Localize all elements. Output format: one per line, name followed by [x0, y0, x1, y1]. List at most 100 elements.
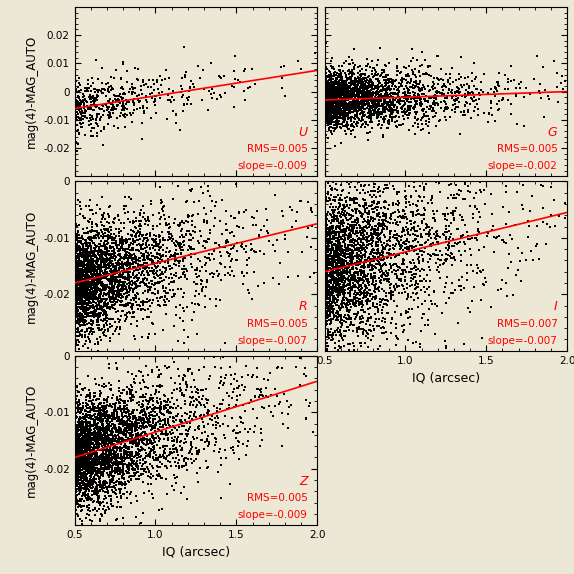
Point: [245, 83, 254, 92]
Point: [87, 414, 96, 423]
Point: [358, 73, 367, 83]
Point: [339, 298, 348, 308]
Point: [321, 105, 330, 114]
Point: [421, 68, 430, 77]
Point: [76, 442, 86, 451]
Point: [73, 100, 83, 110]
Point: [126, 386, 135, 395]
Point: [387, 76, 397, 85]
Point: [324, 271, 333, 280]
Text: slope=-0.002: slope=-0.002: [487, 161, 557, 171]
Point: [119, 475, 128, 484]
Point: [80, 489, 90, 498]
Point: [114, 478, 123, 487]
Point: [111, 292, 120, 301]
Point: [118, 82, 127, 91]
Point: [519, 92, 529, 102]
Point: [96, 285, 106, 294]
Point: [372, 110, 381, 119]
Point: [127, 432, 137, 441]
Point: [160, 296, 169, 305]
Point: [73, 418, 83, 427]
Point: [94, 269, 103, 278]
Point: [87, 480, 96, 490]
Point: [367, 200, 377, 210]
Point: [320, 262, 329, 271]
Point: [149, 463, 158, 472]
Point: [413, 302, 422, 312]
Point: [167, 408, 176, 417]
Point: [369, 302, 378, 311]
Point: [98, 445, 107, 455]
Point: [82, 484, 91, 494]
Point: [93, 265, 102, 274]
Point: [324, 96, 333, 106]
Point: [323, 196, 332, 205]
Point: [343, 259, 352, 268]
Point: [80, 290, 90, 299]
Point: [328, 129, 337, 138]
Point: [147, 94, 156, 103]
Point: [143, 304, 152, 313]
Point: [327, 240, 336, 249]
Point: [70, 332, 79, 341]
Point: [94, 323, 103, 332]
Point: [405, 105, 414, 114]
Point: [110, 289, 119, 298]
Point: [154, 470, 164, 479]
Point: [142, 405, 152, 414]
Point: [338, 185, 347, 195]
Point: [99, 463, 108, 472]
Point: [366, 201, 375, 211]
Point: [333, 264, 342, 273]
Point: [169, 259, 179, 269]
Point: [190, 198, 199, 207]
Point: [103, 275, 113, 284]
Point: [383, 183, 393, 192]
Point: [72, 312, 81, 321]
Point: [104, 492, 114, 501]
Point: [87, 463, 96, 472]
Point: [73, 413, 82, 422]
Point: [100, 285, 109, 294]
Point: [124, 254, 133, 263]
Point: [122, 467, 131, 476]
Point: [333, 243, 342, 252]
Point: [152, 253, 161, 262]
Point: [366, 335, 375, 344]
Point: [81, 253, 90, 262]
Point: [347, 256, 356, 265]
Point: [111, 432, 121, 441]
Point: [122, 288, 131, 297]
Point: [339, 122, 348, 131]
Point: [117, 414, 126, 424]
Point: [347, 73, 356, 83]
Point: [321, 91, 330, 100]
Point: [116, 277, 125, 286]
Point: [328, 85, 338, 94]
Point: [286, 203, 295, 212]
Point: [79, 461, 88, 470]
Point: [419, 215, 428, 224]
Point: [329, 292, 339, 301]
Point: [77, 286, 86, 295]
Point: [416, 95, 425, 104]
Point: [334, 251, 343, 261]
Point: [379, 211, 388, 220]
Point: [173, 435, 182, 444]
Point: [280, 91, 289, 100]
Point: [117, 456, 126, 465]
Point: [329, 274, 339, 283]
Point: [100, 436, 110, 445]
Point: [100, 241, 109, 250]
Point: [123, 308, 132, 317]
Point: [445, 112, 455, 121]
Point: [119, 265, 129, 274]
Point: [87, 438, 96, 447]
Point: [79, 481, 88, 490]
Point: [71, 100, 80, 110]
Point: [349, 44, 358, 53]
Point: [82, 273, 91, 282]
Point: [119, 436, 128, 445]
Point: [169, 290, 179, 300]
